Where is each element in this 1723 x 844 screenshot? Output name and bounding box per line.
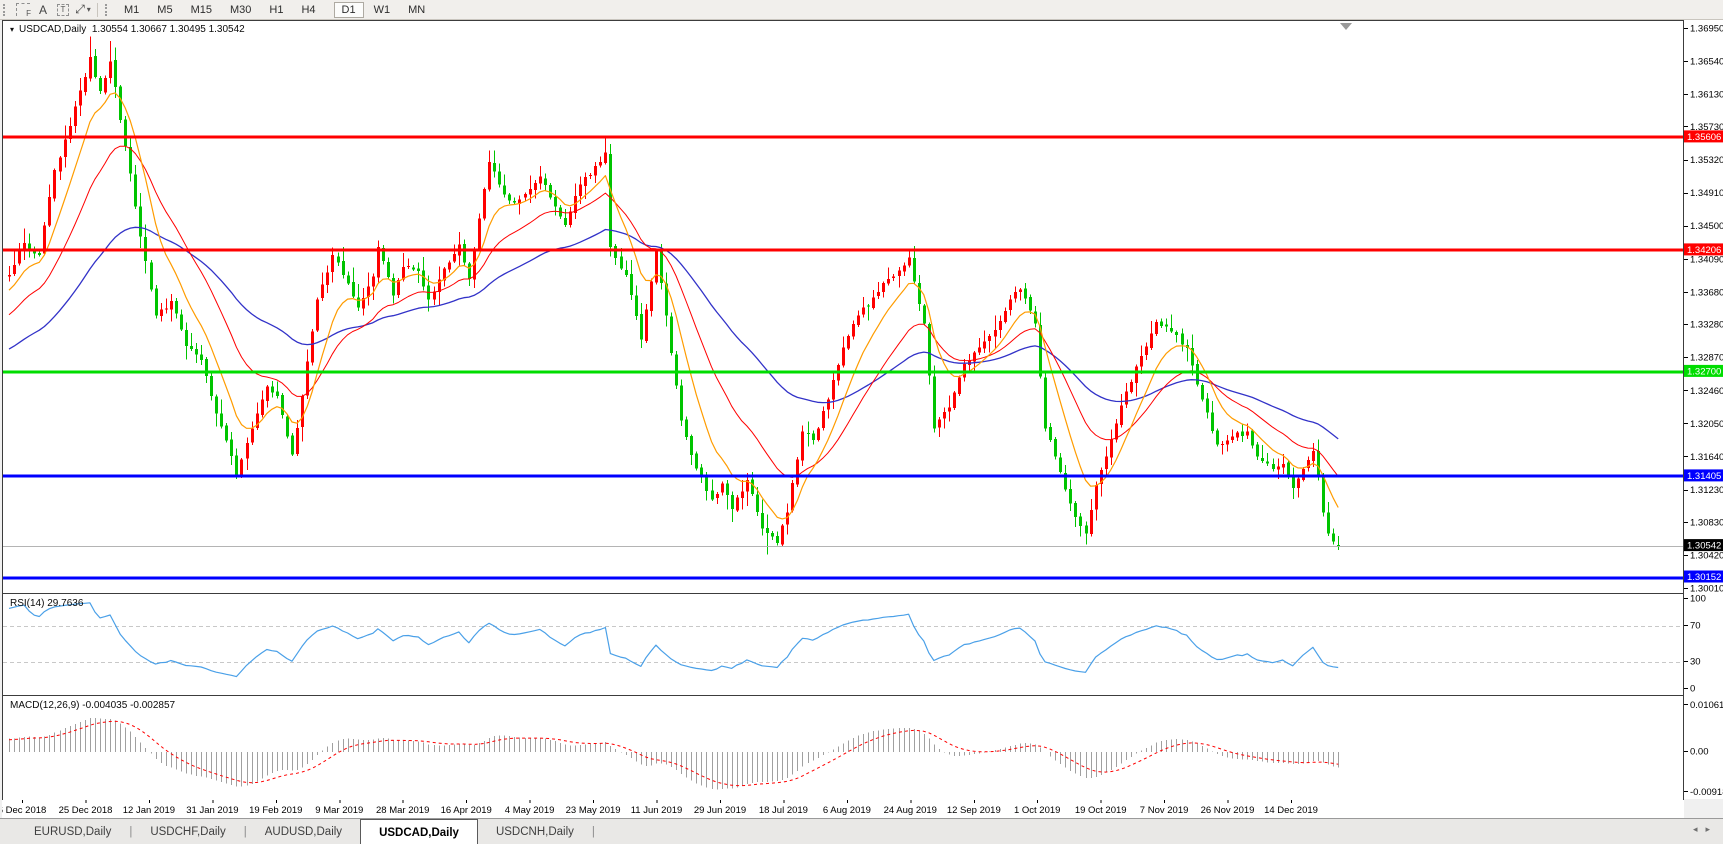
tab-separator: |: [129, 826, 133, 838]
svg-text:1.30152: 1.30152: [1687, 572, 1721, 583]
tab-separator: |: [243, 826, 247, 838]
chart-tab-usdcad[interactable]: USDCAD,Daily: [360, 819, 478, 844]
chart-window: ▾ USDCAD,Daily 1.30554 1.30667 1.30495 1.…: [2, 20, 1684, 801]
svg-text:1.34206: 1.34206: [1687, 245, 1721, 256]
tab-scroll-left-icon[interactable]: ◂: [1692, 824, 1706, 834]
tab-separator: |: [591, 826, 595, 838]
chart-symbol-period: USDCAD,Daily: [19, 24, 87, 35]
rsi-indicator-canvas[interactable]: [3, 594, 1683, 695]
svg-text:29 Jun 2019: 29 Jun 2019: [694, 805, 746, 816]
svg-text:70: 70: [1690, 621, 1701, 632]
pane-divider[interactable]: [3, 593, 1683, 594]
svg-text:25 Dec 2018: 25 Dec 2018: [59, 805, 113, 816]
svg-text:1.30542: 1.30542: [1687, 541, 1721, 552]
rsi-label: RSI(14) 29.7636: [10, 598, 84, 609]
svg-text:1.35730: 1.35730: [1690, 122, 1723, 133]
chart-tab-usdcnh[interactable]: USDCNH,Daily: [495, 826, 574, 838]
timeframe-button-m15[interactable]: M15: [190, 3, 212, 16]
svg-text:18 Jul 2019: 18 Jul 2019: [759, 805, 808, 816]
timeframe-button-w1[interactable]: W1: [373, 3, 391, 16]
svg-text:12 Jan 2019: 12 Jan 2019: [123, 805, 175, 816]
chart-tab-audusd[interactable]: AUDUSD,Daily: [264, 826, 343, 838]
toolbar-grip[interactable]: [105, 3, 112, 16]
chart-title: ▾ USDCAD,Daily 1.30554 1.30667 1.30495 1.…: [10, 24, 245, 35]
main-chart-canvas[interactable]: [3, 21, 1683, 593]
svg-text:9 Mar 2019: 9 Mar 2019: [315, 805, 363, 816]
svg-text:1 Oct 2019: 1 Oct 2019: [1014, 805, 1060, 816]
svg-text:1.32460: 1.32460: [1690, 386, 1723, 397]
svg-text:1.35320: 1.35320: [1690, 155, 1723, 166]
svg-text:1.32870: 1.32870: [1690, 353, 1723, 364]
text-label-icon[interactable]: A: [38, 2, 47, 17]
svg-text:24 Aug 2019: 24 Aug 2019: [884, 805, 937, 816]
chart-tab-usdchf[interactable]: USDCHF,Daily: [150, 826, 226, 838]
macd-label: MACD(12,26,9) -0.004035 -0.002857: [10, 700, 176, 711]
svg-text:6 Aug 2019: 6 Aug 2019: [823, 805, 871, 816]
svg-text:1.34500: 1.34500: [1690, 221, 1723, 232]
svg-text:11 Jun 2019: 11 Jun 2019: [631, 805, 683, 816]
svg-text:1.36130: 1.36130: [1690, 90, 1723, 101]
svg-text:1.32700: 1.32700: [1687, 366, 1721, 377]
pointer-f-icon[interactable]: F: [14, 2, 32, 18]
svg-text:4 May 2019: 4 May 2019: [505, 805, 555, 816]
svg-text:1.31230: 1.31230: [1690, 485, 1723, 496]
toolbar-grip[interactable]: [3, 3, 10, 16]
timeframe-button-m1[interactable]: M1: [124, 3, 140, 16]
svg-text:0.00: 0.00: [1690, 747, 1709, 758]
chart-shift-marker-icon[interactable]: [1340, 23, 1352, 30]
svg-text:1.34910: 1.34910: [1690, 188, 1723, 199]
svg-text:26 Nov 2019: 26 Nov 2019: [1201, 805, 1255, 816]
text-box-icon[interactable]: T: [54, 2, 72, 17]
svg-text:31 Jan 2019: 31 Jan 2019: [186, 805, 238, 816]
svg-text:12 Sep 2019: 12 Sep 2019: [947, 805, 1001, 816]
chart-ohlc-values: 1.30554 1.30667 1.30495 1.30542: [91, 24, 245, 35]
toolbar-separator: [97, 2, 98, 17]
svg-text:1.34090: 1.34090: [1690, 254, 1723, 265]
chart-tab-bar: EURUSD,Daily | USDCHF,Daily | AUDUSD,Daily US…: [0, 818, 1723, 844]
svg-text:16 Apr 2019: 16 Apr 2019: [441, 805, 492, 816]
svg-text:1.32050: 1.32050: [1690, 419, 1723, 430]
svg-text:7 Nov 2019: 7 Nov 2019: [1140, 805, 1189, 816]
tab-scroll-arrows[interactable]: ◂▸: [1693, 824, 1718, 835]
svg-text:1.33280: 1.33280: [1690, 320, 1723, 331]
timeframe-button-m5[interactable]: M5: [157, 3, 173, 16]
svg-text:1.33680: 1.33680: [1690, 287, 1723, 298]
svg-text:0.010615: 0.010615: [1690, 700, 1723, 711]
svg-text:0: 0: [1690, 684, 1695, 695]
time-axis[interactable]: 6 Dec 2018 25 Dec 2018 12 Jan 2019 31 Jan 2…: [2, 800, 1684, 818]
timeframe-button-h1[interactable]: H1: [269, 3, 284, 16]
svg-text:19 Feb 2019: 19 Feb 2019: [249, 805, 302, 816]
svg-text:14 Dec 2019: 14 Dec 2019: [1264, 805, 1318, 816]
macd-indicator-canvas[interactable]: [3, 696, 1683, 799]
tab-scroll-right-icon[interactable]: ▸: [1705, 824, 1718, 834]
svg-text:1.31640: 1.31640: [1690, 452, 1723, 463]
price-axis[interactable]: 1.36950 1.36540 1.36130 1.35730 1.35320 1.349…: [1684, 20, 1723, 799]
collapse-arrow-icon[interactable]: ▾: [10, 25, 15, 34]
svg-text:6 Dec 2018: 6 Dec 2018: [2, 805, 46, 816]
svg-text:1.30010: 1.30010: [1690, 584, 1723, 595]
svg-text:100: 100: [1690, 594, 1706, 605]
cursor-arrows-icon[interactable]: ⤢ ▾: [75, 2, 91, 16]
svg-text:1.31405: 1.31405: [1687, 471, 1721, 482]
chart-tab-eurusd[interactable]: EURUSD,Daily: [34, 826, 112, 838]
svg-text:1.30830: 1.30830: [1690, 517, 1723, 528]
svg-text:-0.00918: -0.00918: [1690, 787, 1723, 798]
svg-text:19 Oct 2019: 19 Oct 2019: [1075, 805, 1127, 816]
svg-text:23 May 2019: 23 May 2019: [566, 805, 621, 816]
top-toolbar: F A T ⤢ ▾ M1 M5 M15 M30 H1 H4 D1 W1 MN: [0, 0, 1723, 20]
svg-text:1.36950: 1.36950: [1690, 24, 1723, 35]
svg-text:1.36540: 1.36540: [1690, 57, 1723, 68]
timeframe-button-mn[interactable]: MN: [408, 3, 426, 16]
timeframe-button-m30[interactable]: M30: [229, 3, 252, 16]
timeframe-button-d1[interactable]: D1: [333, 1, 364, 18]
svg-text:30: 30: [1690, 657, 1701, 668]
svg-text:28 Mar 2019: 28 Mar 2019: [376, 805, 429, 816]
pane-divider[interactable]: [3, 695, 1683, 696]
svg-text:1.30420: 1.30420: [1690, 550, 1723, 561]
svg-text:1.35606: 1.35606: [1687, 132, 1721, 143]
timeframe-button-h4[interactable]: H4: [301, 3, 316, 16]
